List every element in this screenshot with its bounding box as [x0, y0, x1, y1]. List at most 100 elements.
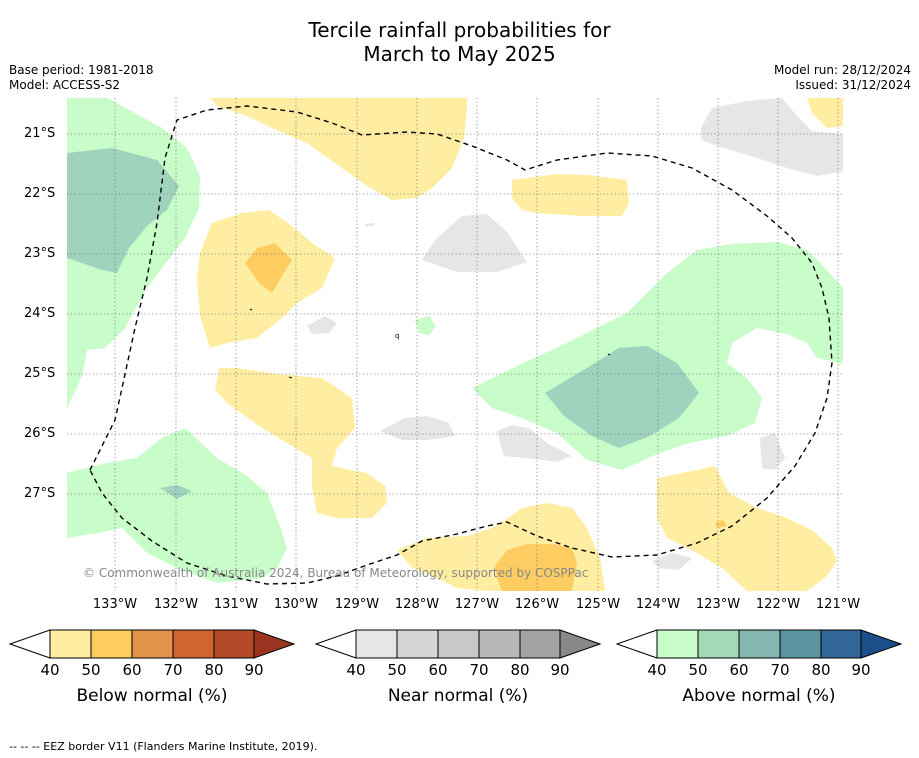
below-normal-regions — [197, 98, 843, 591]
cbar-near-seg-5 — [519, 629, 561, 659]
above-region-small-patch — [415, 316, 436, 335]
above-tick-70: 70 — [770, 661, 790, 679]
cbar-below-seg-4 — [172, 629, 215, 659]
above-normal-50-regions — [67, 148, 699, 499]
near-region-southeast-small — [652, 553, 692, 570]
map-title: Tercile rainfall probabilities for March… — [0, 18, 919, 66]
below-region-northeast — [807, 98, 843, 128]
below-tick-80: 80 — [204, 661, 224, 679]
above50-region-central — [545, 346, 699, 448]
near-tick-50: 50 — [387, 661, 407, 679]
near-tick-80: 80 — [510, 661, 530, 679]
cbar-above-seg-1 — [656, 629, 699, 659]
lon-label-129w: 129°W — [334, 597, 380, 612]
below-tick-40: 40 — [40, 661, 60, 679]
lon-label-126w: 126°W — [514, 597, 560, 612]
below50-region-tiny — [715, 520, 727, 528]
below-region-southeast — [657, 466, 837, 591]
model-name: Model: ACCESS-S2 — [9, 78, 121, 92]
issued-date: Issued: 31/12/2024 — [795, 78, 911, 92]
below-tick-90: 90 — [244, 661, 264, 679]
lon-label-132w: 132°W — [153, 597, 199, 612]
near-region-small-west — [307, 316, 337, 334]
above50-region-south-small — [160, 485, 192, 499]
below-region-north — [210, 98, 467, 200]
cbar-above-low-arrow — [615, 629, 658, 659]
tiny-mark-2 — [288, 376, 293, 379]
lat-label-27s: 27°S — [24, 486, 56, 501]
lon-label-121w: 121°W — [815, 597, 861, 612]
map-area: q © Commonwealth of Australia 2024, Bure… — [67, 98, 843, 591]
near-region-tiny — [365, 223, 374, 226]
title-line-1: Tercile rainfall probabilities for — [308, 18, 611, 42]
lon-label-124w: 124°W — [635, 597, 681, 612]
near-tick-70: 70 — [469, 661, 489, 679]
cbar-near-seg-4 — [478, 629, 521, 659]
tiny-mark-3 — [607, 353, 611, 356]
above-tick-40: 40 — [647, 661, 667, 679]
small-marker: q — [395, 332, 399, 340]
cbar-above-seg-5 — [820, 629, 862, 659]
near-region-center-north — [422, 214, 527, 272]
lat-label-24s: 24°S — [24, 306, 56, 321]
cbar-below-seg-5 — [213, 629, 255, 659]
below-region-north-center — [512, 174, 629, 216]
probability-map: q — [67, 98, 843, 591]
below-tick-70: 70 — [163, 661, 183, 679]
cbar-below-high-arrow — [253, 629, 296, 659]
cbar-below-seg-3 — [131, 629, 174, 659]
lat-label-26s: 26°S — [24, 426, 56, 441]
tiny-mark-1 — [249, 308, 253, 311]
cbar-above-seg-4 — [779, 629, 822, 659]
above-tick-90: 90 — [851, 661, 871, 679]
meta-left: Base period: 1981-2018 Model: ACCESS-S2 — [9, 63, 154, 93]
lat-label-22s: 22°S — [24, 186, 56, 201]
lon-label-133w: 133°W — [92, 597, 138, 612]
near-tick-40: 40 — [346, 661, 366, 679]
above-tick-50: 50 — [688, 661, 708, 679]
near-region-east-small — [760, 433, 785, 470]
cbar-below-seg-2 — [90, 629, 133, 659]
cbar-below-low-arrow — [8, 629, 51, 659]
lon-label-131w: 131°W — [213, 597, 259, 612]
cbar-above-high-arrow — [860, 629, 903, 659]
colorbar-below-normal — [8, 629, 296, 659]
eez-border — [89, 105, 833, 585]
below-region-west-south — [215, 368, 387, 518]
lon-label-130w: 130°W — [273, 597, 319, 612]
cbar-near-seg-3 — [437, 629, 480, 659]
cbar-near-seg-1 — [355, 629, 398, 659]
near-tick-90: 90 — [550, 661, 570, 679]
cbar-near-seg-2 — [396, 629, 439, 659]
below50-region-south — [495, 544, 577, 591]
above50-region-west — [67, 148, 179, 273]
below-tick-50: 50 — [81, 661, 101, 679]
above-region-southwest — [67, 428, 287, 583]
cbar-above-seg-2 — [697, 629, 740, 659]
below-tick-60: 60 — [122, 661, 142, 679]
below50-region-west — [245, 243, 292, 293]
base-period: Base period: 1981-2018 — [9, 63, 154, 77]
cbar-near-low-arrow — [314, 629, 357, 659]
colorbar-near-normal — [314, 629, 602, 659]
lon-label-128w: 128°W — [394, 597, 440, 612]
above-tick-80: 80 — [811, 661, 831, 679]
near-normal-regions — [307, 98, 843, 570]
near-region-center-south — [380, 416, 455, 440]
longitude-grid — [114, 98, 839, 591]
lon-label-122w: 122°W — [755, 597, 801, 612]
title-line-2: March to May 2025 — [363, 42, 556, 66]
eez-footer-note: -- -- -- EEZ border V11 (Flanders Marine… — [9, 740, 318, 753]
below-normal-title: Below normal (%) — [76, 686, 228, 706]
meta-right: Model run: 28/12/2024 Issued: 31/12/2024 — [774, 63, 911, 93]
above-tick-60: 60 — [729, 661, 749, 679]
copyright-notice: © Commonwealth of Australia 2024, Bureau… — [83, 566, 589, 580]
lon-label-123w: 123°W — [695, 597, 741, 612]
lat-label-21s: 21°S — [24, 126, 56, 141]
above-normal-title: Above normal (%) — [682, 686, 836, 706]
lat-label-25s: 25°S — [24, 366, 56, 381]
colorbar-above-normal — [615, 629, 903, 659]
cbar-below-seg-1 — [49, 629, 92, 659]
model-run: Model run: 28/12/2024 — [773, 63, 911, 77]
lon-label-125w: 125°W — [575, 597, 621, 612]
